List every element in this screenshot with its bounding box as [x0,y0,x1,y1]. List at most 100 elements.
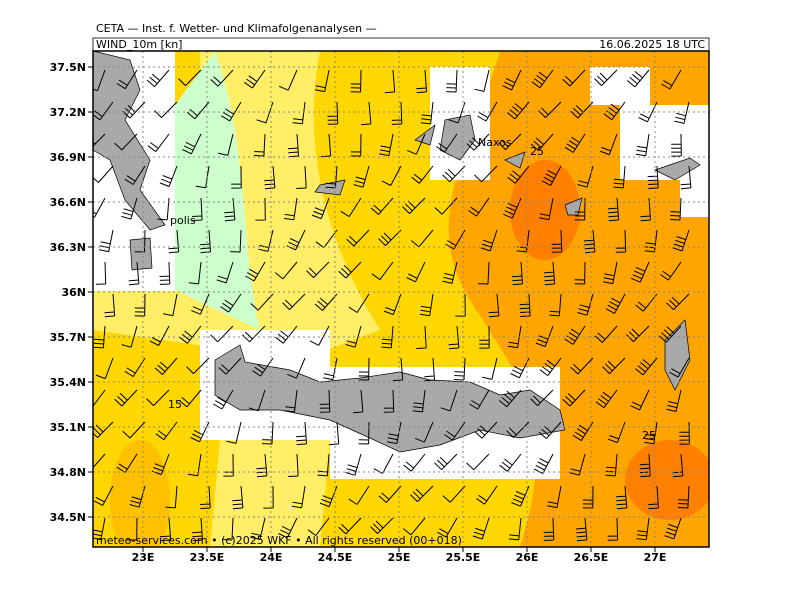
wind-barb [186,357,210,374]
wind-barb [291,485,306,509]
wind-barb [345,453,362,476]
lat-label: 34.8N [50,466,86,479]
wind-barb [381,165,402,186]
wind-barb [325,165,338,189]
wind-barb [603,101,626,121]
wind-barb [292,101,306,125]
wind-barb [262,421,274,445]
wind-barb [248,389,266,412]
wind-barb [191,517,203,542]
wind-barb [635,133,650,157]
wind-barb [327,101,339,125]
wind-barb [638,101,658,123]
wind-barb [353,165,370,188]
wind-barb [311,197,330,220]
map-area: 15 25 25 Naxos polis meteo-services.com … [93,51,709,547]
wind-barb [478,261,490,285]
wind-barb [660,261,682,281]
wind-barb [186,101,210,120]
wind-barb [615,229,627,253]
wind-barb [630,389,650,411]
wind-barb [407,133,426,155]
wind-barb [658,325,682,343]
datetime: 16.06.2025 18 UTC [599,38,705,51]
field-dark-orange [625,440,709,520]
wind-barb [543,517,555,541]
wind-barb [530,389,554,406]
map-frame [92,50,710,548]
wind-barb [232,485,244,510]
wind-barb [664,517,682,540]
wind-barb [264,165,276,190]
wind-barb [679,421,690,445]
wind-barb [410,229,434,248]
wind-barb [165,485,178,509]
wind-barb [615,485,628,510]
axes: 37.5N 37.2N 36.9N 36.6N 36.3N 36N 35.7N 35.4N 35… [50,61,667,564]
wind-barb [328,421,340,446]
wind-barb [93,389,106,408]
contour-label: 15 [168,398,182,411]
wind-barb [577,293,594,316]
wind-barb [178,389,202,408]
wind-barb [256,453,268,478]
lon-label: 25E [388,551,411,564]
wind-barb [381,325,394,349]
wind-barb [392,357,404,382]
wind-barb [250,517,266,540]
wind-barb [498,389,522,408]
wind-barb [402,517,426,536]
wind-barb [519,293,531,317]
wind-barb [482,357,498,380]
wind-barb [93,517,106,541]
wind-barb [639,453,651,478]
wind-barb [314,293,338,311]
wind-barb [221,101,242,122]
wind-barb [442,485,466,503]
wind-barb [436,133,458,153]
wind-barb [93,485,114,506]
wind-barb [476,485,498,505]
lon-label: 26E [516,551,539,564]
wind-barb [253,133,266,157]
wind-barb [224,197,236,222]
lat-label: 34.5N [50,511,86,524]
wind-barb [274,261,298,280]
wind-barb [121,197,138,220]
wind-barb [286,229,306,251]
field-light-yellow [210,440,330,547]
field-dark-orange [510,160,580,260]
lon-label: 26.5E [574,551,609,564]
wind-barb [93,165,114,183]
wind-barb [437,517,458,538]
wind-barb [245,261,266,282]
lat-label: 35.7N [50,331,86,344]
wind-barb [307,517,330,537]
wind-barb [446,69,458,93]
wind-barb [378,485,402,503]
wind-barb [411,165,434,184]
wind-barb [512,261,523,286]
wind-barb [564,325,586,345]
wind-barb [373,453,394,474]
wind-barb [530,133,554,151]
wind-barb [210,69,234,87]
wind-barb [284,389,298,413]
wind-barb [607,517,619,541]
lon-label: 27E [644,551,667,564]
wind-barb [570,357,594,375]
wind-barb [287,357,306,379]
lat-label: 36.3N [50,241,86,254]
wind-barb [531,69,554,89]
wind-barb [252,357,274,377]
wind-barb [577,165,594,188]
wind-barb [547,485,562,509]
wind-barb [502,69,522,91]
wind-barb [383,293,402,316]
wind-barb [574,261,586,285]
wind-barb [104,293,116,318]
wind-barb [424,357,435,382]
wind-barb [507,165,530,184]
wind-barb [154,101,178,118]
